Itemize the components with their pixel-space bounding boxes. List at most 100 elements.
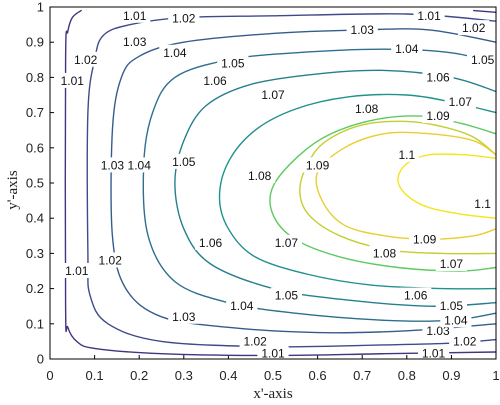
contour-label-background: [94, 252, 126, 268]
contour-label: 1.05: [440, 299, 464, 313]
y-tick-label: 1: [37, 0, 44, 15]
contour-label: 1.03: [123, 35, 147, 49]
contour-label-background: [413, 7, 445, 23]
contour-line-1-01: [473, 9, 497, 13]
contour-label-background: [435, 255, 467, 271]
y-tick-label: 0: [37, 352, 44, 367]
contour-label: 1.02: [462, 21, 486, 35]
contour-label-background: [422, 69, 454, 85]
contour-line-1-04: [142, 48, 497, 322]
contour-label: 1.05: [221, 56, 245, 70]
contour-label: 1.05: [471, 53, 495, 67]
x-tick-label: 0.3: [175, 368, 193, 383]
x-tick-labels: 0 0.1 0.2 0.3 0.4 0.5 0.6 0.7 0.8 0.9 1: [46, 355, 500, 383]
y-tick-label: 0.9: [26, 35, 44, 50]
contour-line-1-02: [86, 13, 497, 348]
contour-label-background: [168, 308, 200, 324]
contour-label: 1.04: [230, 299, 254, 313]
contour-line-1-1: [397, 153, 497, 219]
contour-label-background: [70, 51, 102, 67]
contour-label: 1.1: [398, 148, 415, 162]
y-tick-label: 0.1: [26, 316, 44, 331]
x-tick-label: 0.4: [219, 368, 237, 383]
contour-label-background: [400, 287, 432, 303]
contour-label: 1.08: [248, 169, 272, 183]
contour-label-background: [257, 345, 289, 361]
y-axis-title: y'-axis: [5, 170, 21, 210]
contour-label: 1.06: [199, 236, 223, 250]
contour-label: 1.08: [373, 246, 397, 260]
contour-label-background: [458, 20, 490, 36]
contour-label-background: [270, 287, 302, 303]
contour-label: 1.07: [275, 236, 299, 250]
contour-label: 1.04: [128, 158, 152, 172]
contour-label-background: [391, 41, 423, 57]
contour-label-background: [96, 157, 129, 173]
contour-label: 1.02: [453, 334, 477, 348]
contour-label-background: [409, 231, 441, 247]
contour-label-background: [194, 234, 227, 250]
contour-label: 1.06: [426, 70, 450, 84]
contour-label-background: [394, 146, 419, 162]
contour-label: 1.01: [422, 347, 446, 361]
contour-label: 1.01: [261, 347, 285, 361]
x-tick-label: 0.8: [398, 368, 416, 383]
contour-label-background: [119, 7, 151, 23]
y-tick-label: 0.4: [26, 211, 44, 226]
x-tick-label: 0.9: [442, 368, 460, 383]
contour-label-background: [351, 101, 383, 117]
contour-label: 1.07: [440, 257, 464, 271]
contour-label: 1.04: [163, 46, 187, 60]
contour-label: 1.09: [426, 109, 450, 123]
contour-label-background: [467, 51, 499, 67]
contour-line-1-06: [218, 93, 497, 290]
contour-label-background: [239, 333, 271, 349]
y-tick-label: 0.6: [26, 140, 44, 155]
contour-label-background: [217, 55, 249, 71]
contour-label: 1.04: [395, 42, 419, 56]
contour-label-background: [123, 157, 155, 173]
contour-line-1-07: [269, 115, 497, 272]
contour-label-background: [244, 167, 276, 183]
y-tick-label: 0.2: [26, 281, 44, 296]
contour-label: 1.03: [101, 158, 125, 172]
contour-label: 1.01: [61, 74, 85, 88]
contour-line-1-01: [64, 9, 497, 357]
contour-label: 1.02: [172, 12, 196, 26]
contour-label: 1.01: [65, 264, 89, 278]
contour-label-background: [257, 87, 289, 102]
contour-label-background: [449, 333, 481, 349]
contour-label: 1.07: [261, 88, 285, 102]
contour-label-background: [444, 94, 476, 110]
contour-label-background: [470, 196, 495, 212]
contour-label: 1.03: [351, 23, 375, 37]
y-tick-label: 0.8: [26, 70, 44, 85]
contour-label-background: [159, 44, 191, 60]
contour-label: 1.05: [172, 155, 196, 169]
contour-label: 1.04: [444, 313, 468, 327]
contour-label: 1.09: [306, 158, 330, 172]
contour-label: 1.08: [355, 102, 379, 116]
x-tick-label: 0: [46, 368, 53, 383]
x-tick-label: 0.2: [130, 368, 148, 383]
contour-label-background: [302, 157, 334, 173]
y-tick-label: 0.7: [26, 105, 44, 120]
plot-area-frame: [49, 6, 497, 360]
x-tick-label: 0.1: [86, 368, 104, 383]
contour-line-1-03: [110, 28, 497, 334]
contour-label: 1.01: [417, 9, 441, 23]
contour-label-background: [270, 234, 302, 250]
contour-label: 1.02: [243, 334, 267, 348]
x-tick-label: 0.7: [353, 368, 371, 383]
contour-label-background: [226, 298, 258, 314]
contour-line-1-08: [299, 120, 497, 255]
contour-lines: 1.01 1.011.011.011.01 1.011.021.021.021.02…: [56, 7, 499, 361]
contour-label-background: [61, 263, 93, 278]
contour-label: 1.1: [474, 197, 491, 211]
contour-label: 1.06: [203, 74, 227, 88]
contour-label-background: [199, 72, 231, 88]
y-tick-label: 0.3: [26, 246, 44, 261]
contour-label: 1.06: [404, 289, 428, 303]
contour-labels: 1.01 1.011.011.011.01 1.011.021.021.021.02…: [56, 7, 499, 361]
